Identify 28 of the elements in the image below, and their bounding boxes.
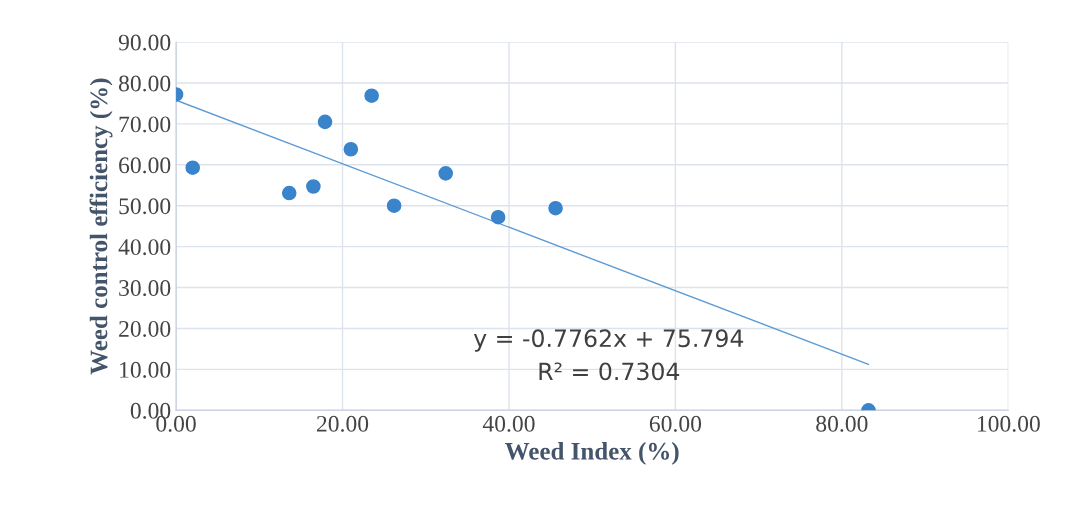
point xyxy=(490,209,506,225)
point xyxy=(364,88,379,103)
point xyxy=(548,200,563,216)
point xyxy=(317,114,333,130)
x-tick-label: 40.00 xyxy=(482,415,535,432)
y-tick-label: 40.00 xyxy=(118,239,171,256)
point xyxy=(306,179,321,194)
y-tick-label: 90.00 xyxy=(118,34,171,51)
point xyxy=(185,160,200,175)
y-axis-title: Weed control efficiency (%) xyxy=(89,78,113,375)
x-tick-label: 20.00 xyxy=(316,415,369,432)
annotation: R² = 0.7304 xyxy=(539,362,680,381)
y-tick-label: 50.00 xyxy=(119,198,171,215)
x-tick-label: 60.00 xyxy=(649,415,702,432)
point xyxy=(281,185,297,201)
annotation: y = -0.7762x + 75.794 xyxy=(473,329,744,352)
x-tick-label: 100.00 xyxy=(977,415,1040,432)
y-tick-label: 30.00 xyxy=(119,280,171,297)
y-tick-label: 60.00 xyxy=(119,157,171,174)
point xyxy=(386,198,402,214)
point xyxy=(343,141,359,157)
x-tick-label: 80.00 xyxy=(816,415,868,432)
x-axis-title: Weed Index (%) xyxy=(505,442,679,465)
y-tick-label: 70.00 xyxy=(119,116,171,133)
y-tick-label: 20.00 xyxy=(119,320,171,337)
point xyxy=(438,166,453,181)
y-tick-label: 10.00 xyxy=(120,361,171,378)
y-tick-label: 80.00 xyxy=(118,75,171,92)
